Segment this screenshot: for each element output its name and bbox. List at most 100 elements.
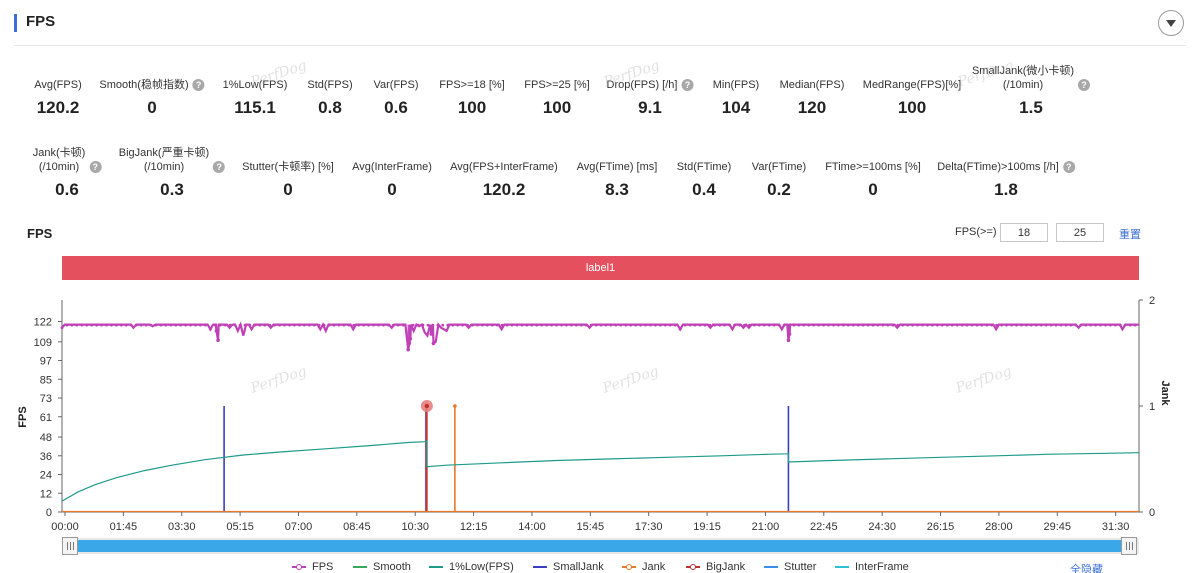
fps-point: [411, 323, 415, 327]
help-icon[interactable]: ?: [681, 79, 694, 91]
fps-point: [614, 323, 618, 327]
metric-metrics_row1-10: MedRange(FPS)[%] 100: [863, 78, 961, 118]
metric-label-line1: SmallJank(微小卡顿): [971, 65, 1075, 77]
legend-item[interactable]: 1%Low(FPS): [429, 561, 514, 573]
help-icon[interactable]: ?: [89, 161, 102, 173]
fps-point: [476, 323, 479, 327]
metric-value: 100: [542, 98, 572, 117]
fps-point: [574, 323, 578, 327]
fps-point: [733, 323, 736, 327]
metric-label: Smooth(稳帧指数)?: [99, 78, 205, 92]
fps-point: [743, 323, 746, 327]
threshold-input-2[interactable]: [1056, 223, 1104, 242]
legend-item[interactable]: BigJank: [686, 561, 745, 573]
fps-point: [480, 323, 484, 327]
fps-point: [881, 323, 885, 327]
hide-all-link[interactable]: 全隐藏: [1070, 564, 1103, 573]
y-tick-label: 122: [34, 317, 52, 329]
fps-point: [179, 323, 183, 327]
fps-point: [604, 323, 608, 327]
threshold-input-1[interactable]: [1000, 223, 1048, 242]
section-header: FPS: [14, 10, 1186, 46]
time-slider-range[interactable]: [78, 540, 1122, 552]
bigjank-point: [424, 403, 430, 409]
fps-point: [817, 323, 821, 327]
legend-item[interactable]: FPS: [292, 561, 333, 573]
collapse-button[interactable]: [1158, 10, 1184, 36]
fps-point: [332, 323, 336, 327]
fps-dip-point: [216, 338, 220, 343]
metric-metrics_row1-2: 1%Low(FPS) 115.1: [223, 78, 288, 118]
legend-item[interactable]: Stutter: [764, 561, 816, 573]
fps-dip-point: [406, 347, 410, 352]
metric-value: 0: [868, 180, 878, 199]
fps-point: [658, 323, 662, 327]
help-icon[interactable]: ?: [213, 161, 226, 173]
y2-tick-label: 1: [1149, 401, 1155, 413]
x-tick-label: 28:00: [985, 521, 1013, 533]
metric-label: Median(FPS): [780, 78, 845, 92]
metric-metrics_row2-2: Stutter(卡顿率) [%] 0: [242, 160, 334, 200]
legend-item[interactable]: SmallJank: [533, 561, 604, 573]
fps-point: [243, 323, 247, 327]
fps-point: [1015, 323, 1018, 327]
y-tick-label: 109: [34, 337, 52, 349]
fps-point: [1104, 323, 1107, 327]
help-icon[interactable]: ?: [1078, 79, 1091, 91]
fps-point: [520, 323, 524, 327]
metric-label: MedRange(FPS)[%]: [863, 78, 961, 92]
metric-label-text: FPS>=25 [%]: [524, 79, 590, 91]
metric-label-text: Delta(FTime)>100ms [/h]: [937, 161, 1059, 173]
metric-label: Avg(InterFrame): [352, 160, 432, 174]
fps-dip-point: [408, 336, 413, 341]
fps-point: [663, 323, 667, 327]
metric-metrics_row2-5: Avg(FTime) [ms] 8.3: [577, 160, 658, 200]
fps-point: [634, 323, 638, 327]
metric-label-line1: BigJank(严重卡顿): [118, 147, 210, 159]
fps-point: [911, 323, 915, 327]
help-icon[interactable]: ?: [192, 79, 205, 91]
fps-point: [1000, 323, 1004, 327]
metric-label-text: Avg(InterFrame): [352, 161, 432, 173]
slider-handle-right[interactable]: [1121, 537, 1137, 555]
legend-item[interactable]: InterFrame: [835, 561, 909, 573]
fps-point: [926, 323, 929, 327]
metric-label-text: 1%Low(FPS): [222, 79, 288, 91]
fps-point: [401, 323, 405, 327]
y-axis-title: FPS: [17, 406, 29, 427]
metric-label-text: Jank(卡顿) (/10min): [33, 146, 86, 174]
fps-point: [965, 323, 969, 327]
fps-dip-point: [431, 341, 436, 346]
x-tick-label: 26:15: [927, 521, 955, 533]
fps-point: [149, 323, 153, 327]
slider-handle-left[interactable]: [62, 537, 78, 555]
fps-point: [688, 323, 692, 327]
fps-point: [441, 323, 445, 327]
fps-point: [782, 323, 786, 327]
fps-point: [896, 323, 900, 327]
fps-point: [90, 323, 94, 327]
metric-metrics_row1-7: Drop(FPS) [/h]? 9.1: [607, 78, 694, 118]
fps-point: [218, 323, 222, 327]
reset-link[interactable]: 重置: [1119, 229, 1141, 241]
legend-item[interactable]: Jank: [622, 561, 665, 573]
fps-point: [916, 323, 919, 327]
metric-label: Std(FTime): [677, 160, 732, 174]
legend-item[interactable]: Smooth: [353, 561, 411, 573]
fps-point: [169, 323, 173, 327]
label-band[interactable]: label1: [62, 256, 1139, 280]
fps-point: [307, 323, 311, 327]
help-icon[interactable]: ?: [1062, 161, 1075, 173]
fps-point: [293, 323, 296, 327]
x-tick-label: 22:45: [810, 521, 838, 533]
fps-point: [144, 323, 148, 327]
fps-point: [891, 323, 895, 327]
metric-metrics_row2-6: Std(FTime) 0.4: [677, 160, 732, 200]
metric-value: 120.2: [36, 98, 80, 117]
x-tick-label: 19:15: [693, 521, 721, 533]
fps-point: [1020, 323, 1023, 327]
metric-value: 120.2: [482, 180, 526, 199]
fps-point: [748, 323, 751, 327]
fps-point: [505, 323, 509, 327]
